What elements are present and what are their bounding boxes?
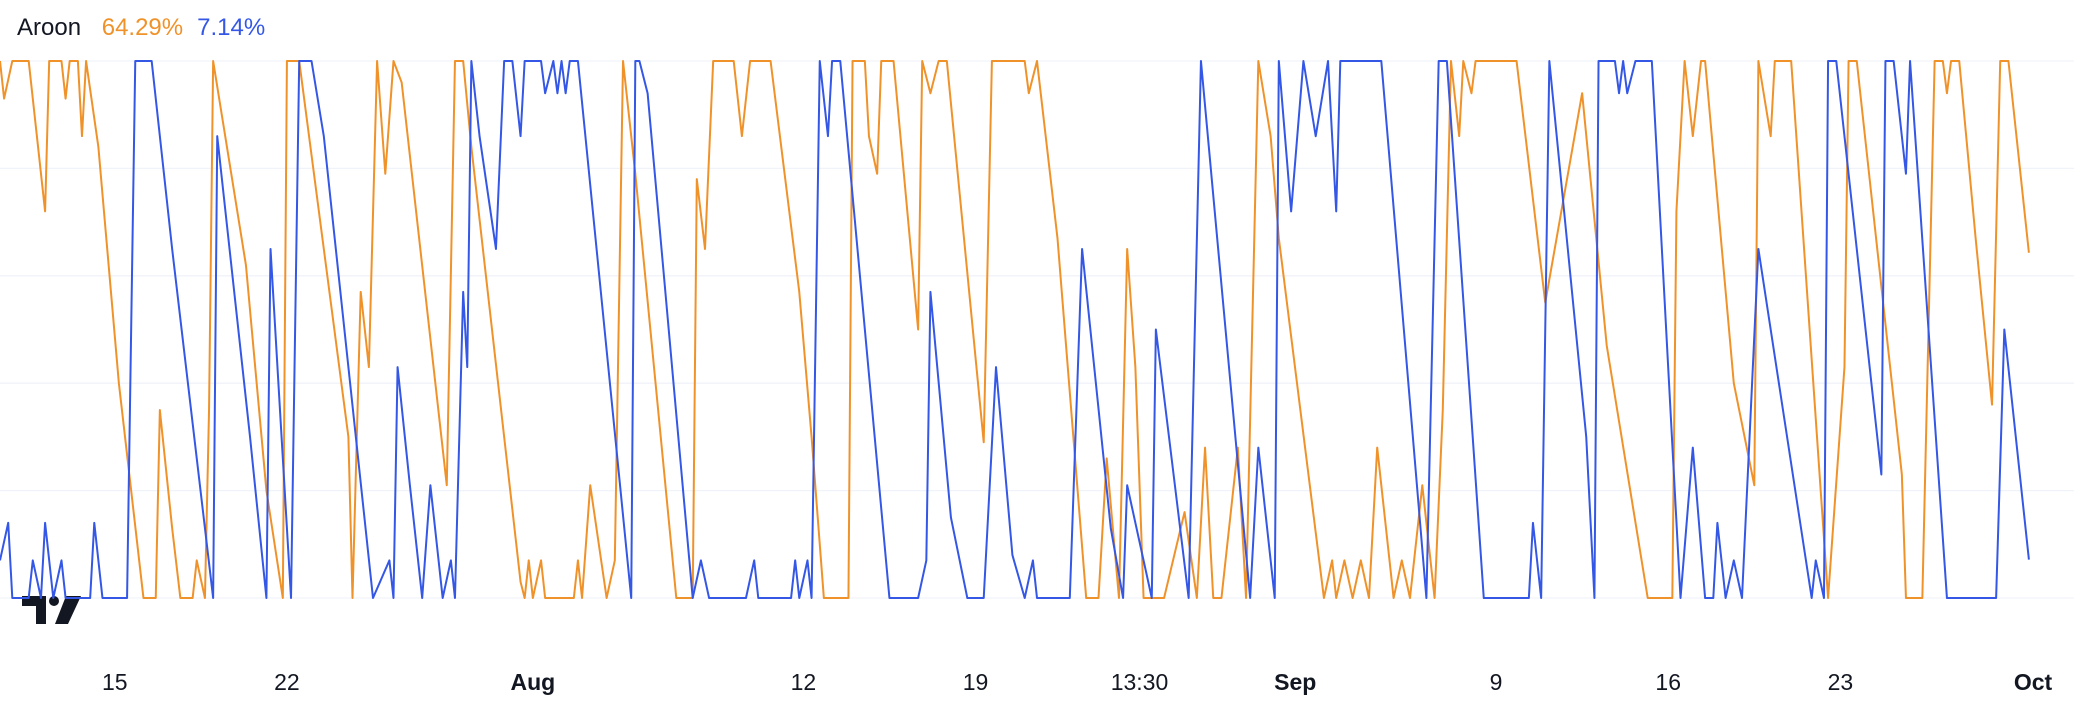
aroon-line	[0, 60, 2030, 599]
tradingview-logo	[22, 596, 81, 624]
grid	[0, 60, 2074, 599]
x-tick-label: Aug	[510, 669, 555, 695]
legend-value: 7.14%	[197, 14, 266, 41]
logo-slash	[55, 596, 81, 624]
x-tick-label: 15	[102, 669, 128, 695]
x-tick-label: 13:30	[1111, 669, 1169, 695]
x-tick-label: 12	[791, 669, 817, 695]
x-tick-label: 16	[1655, 669, 1681, 695]
x-tick-label: 22	[274, 669, 300, 695]
aroon-line	[0, 60, 2030, 599]
x-tick-label: 23	[1828, 669, 1854, 695]
x-tick-label: 19	[963, 669, 989, 695]
indicator-name: Aroon	[17, 14, 82, 41]
legend: Aroon 64.29% 7.14%	[17, 12, 279, 44]
x-tick-label: 9	[1490, 669, 1503, 695]
x-tick-label: Sep	[1274, 669, 1316, 695]
logo-t	[22, 596, 46, 624]
legend-value: 64.29%	[101, 14, 184, 41]
x-tick-label: Oct	[2014, 669, 2053, 695]
logo-dot	[49, 596, 59, 606]
